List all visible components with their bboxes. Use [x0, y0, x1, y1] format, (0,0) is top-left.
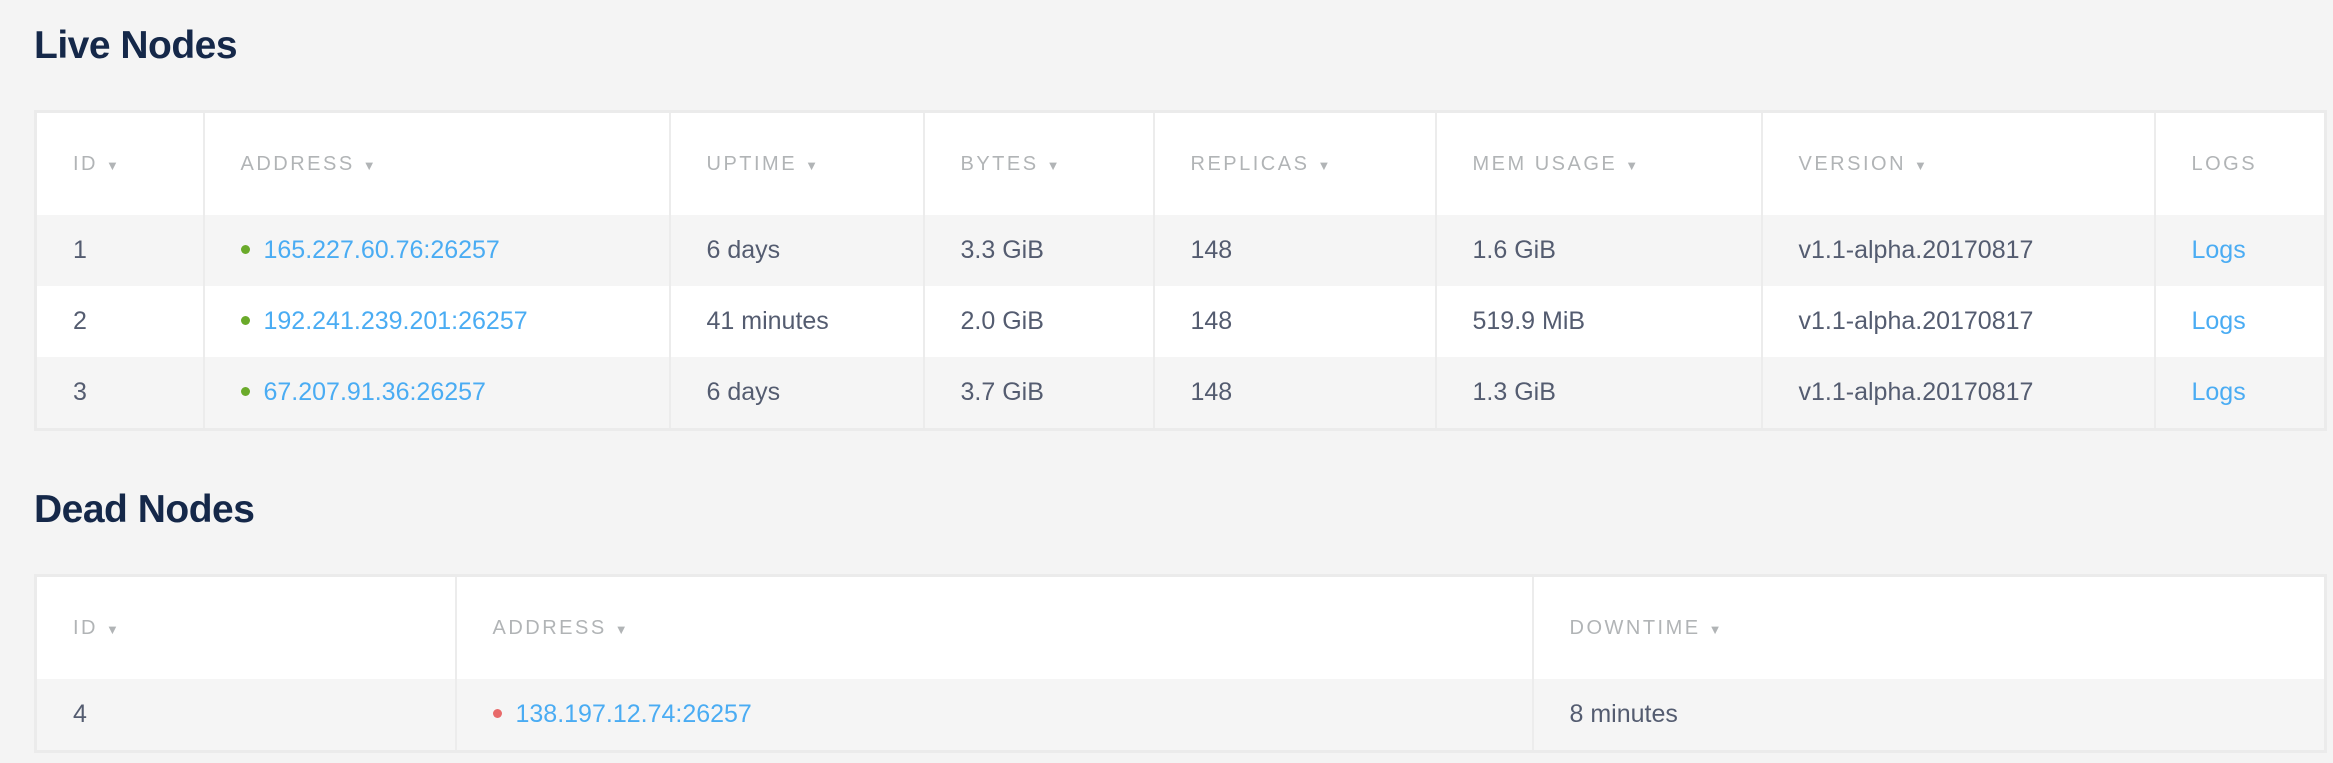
- column-header-version[interactable]: VERSION ▼: [1760, 111, 2155, 215]
- logs-link[interactable]: Logs: [2191, 307, 2246, 335]
- node-version: v1.1-alpha.20170817: [1760, 215, 2155, 286]
- node-address-cell: 192.241.239.201:26257: [202, 286, 670, 357]
- column-header-id[interactable]: ID ▼: [35, 111, 204, 215]
- column-header-logs: LOGS: [2153, 111, 2326, 215]
- table-row: 3 67.207.91.36:26257 6 days 3.7 GiB 148 1.3 G…: [35, 357, 2326, 430]
- node-id: 1: [35, 215, 204, 286]
- node-mem-usage: 519.9 MiB: [1434, 286, 1762, 357]
- node-version: v1.1-alpha.20170817: [1760, 286, 2155, 357]
- node-bytes: 3.3 GiB: [922, 215, 1154, 286]
- node-address-link[interactable]: 138.197.12.74:26257: [515, 700, 752, 728]
- status-dot-icon: [240, 386, 250, 396]
- node-address-cell: 165.227.60.76:26257: [202, 215, 670, 286]
- node-id: 3: [35, 357, 204, 430]
- node-version: v1.1-alpha.20170817: [1760, 357, 2155, 430]
- column-header-replicas[interactable]: REPLICAS ▼: [1152, 111, 1436, 215]
- live-nodes-title: Live Nodes: [34, 24, 238, 67]
- dead-nodes-title: Dead Nodes: [34, 488, 255, 531]
- node-logs-cell: Logs: [2153, 215, 2326, 286]
- node-uptime: 6 days: [668, 215, 924, 286]
- table-header-row: ID ▼ ADDRESS ▼ UPTIME ▼ BYTES ▼ REPLICAS ▼ ME…: [35, 111, 2326, 215]
- logs-link[interactable]: Logs: [2191, 236, 2246, 264]
- table-row: 2 192.241.239.201:26257 41 minutes 2.0 GiB 1…: [35, 286, 2326, 357]
- node-downtime: 8 minutes: [1531, 679, 2326, 752]
- node-replicas: 148: [1152, 286, 1436, 357]
- sort-arrow-icon: ▼: [1046, 157, 1060, 173]
- column-header-bytes[interactable]: BYTES ▼: [922, 111, 1154, 215]
- dead-nodes-table: ID ▼ ADDRESS ▼ DOWNTIME ▼ 4 138.197.12.74:26…: [34, 574, 2327, 753]
- sort-arrow-icon: ▼: [1625, 157, 1639, 173]
- node-address-link[interactable]: 165.227.60.76:26257: [263, 236, 500, 264]
- column-header-mem-usage[interactable]: MEM USAGE ▼: [1434, 111, 1762, 215]
- node-replicas: 148: [1152, 357, 1436, 430]
- node-id: 2: [35, 286, 204, 357]
- node-bytes: 2.0 GiB: [922, 286, 1154, 357]
- status-dot-icon: [240, 315, 250, 325]
- node-replicas: 148: [1152, 215, 1436, 286]
- node-logs-cell: Logs: [2153, 357, 2326, 430]
- sort-arrow-icon: ▼: [1708, 621, 1722, 637]
- logs-link[interactable]: Logs: [2191, 378, 2246, 406]
- node-id: 4: [35, 679, 456, 752]
- node-mem-usage: 1.3 GiB: [1434, 357, 1762, 430]
- column-header-address[interactable]: ADDRESS ▼: [202, 111, 670, 215]
- table-header-row: ID ▼ ADDRESS ▼ DOWNTIME ▼: [35, 575, 2326, 679]
- status-dot-icon: [492, 708, 502, 718]
- node-address-cell: 67.207.91.36:26257: [202, 357, 670, 430]
- table-row: 1 165.227.60.76:26257 6 days 3.3 GiB 148 1.6 …: [35, 215, 2326, 286]
- sort-arrow-icon: ▼: [362, 157, 376, 173]
- live-nodes-table: ID ▼ ADDRESS ▼ UPTIME ▼ BYTES ▼ REPLICAS ▼ ME…: [34, 110, 2327, 431]
- sort-arrow-icon: ▼: [1317, 157, 1331, 173]
- sort-arrow-icon: ▼: [106, 157, 119, 173]
- node-address-cell: 138.197.12.74:26257: [454, 679, 1533, 752]
- sort-arrow-icon: ▼: [614, 621, 628, 637]
- column-header-downtime[interactable]: DOWNTIME ▼: [1531, 575, 2326, 679]
- node-bytes: 3.7 GiB: [922, 357, 1154, 430]
- table-row: 4 138.197.12.74:26257 8 minutes: [35, 679, 2326, 752]
- node-uptime: 6 days: [668, 357, 924, 430]
- node-uptime: 41 minutes: [668, 286, 924, 357]
- column-header-address[interactable]: ADDRESS ▼: [454, 575, 1533, 679]
- node-logs-cell: Logs: [2153, 286, 2326, 357]
- column-header-id[interactable]: ID ▼: [35, 575, 456, 679]
- node-mem-usage: 1.6 GiB: [1434, 215, 1762, 286]
- sort-arrow-icon: ▼: [805, 157, 818, 173]
- node-address-link[interactable]: 67.207.91.36:26257: [263, 378, 486, 406]
- node-address-link[interactable]: 192.241.239.201:26257: [263, 307, 528, 335]
- status-dot-icon: [240, 244, 250, 254]
- sort-arrow-icon: ▼: [1914, 157, 1927, 173]
- sort-arrow-icon: ▼: [106, 621, 119, 637]
- column-header-uptime[interactable]: UPTIME ▼: [668, 111, 924, 215]
